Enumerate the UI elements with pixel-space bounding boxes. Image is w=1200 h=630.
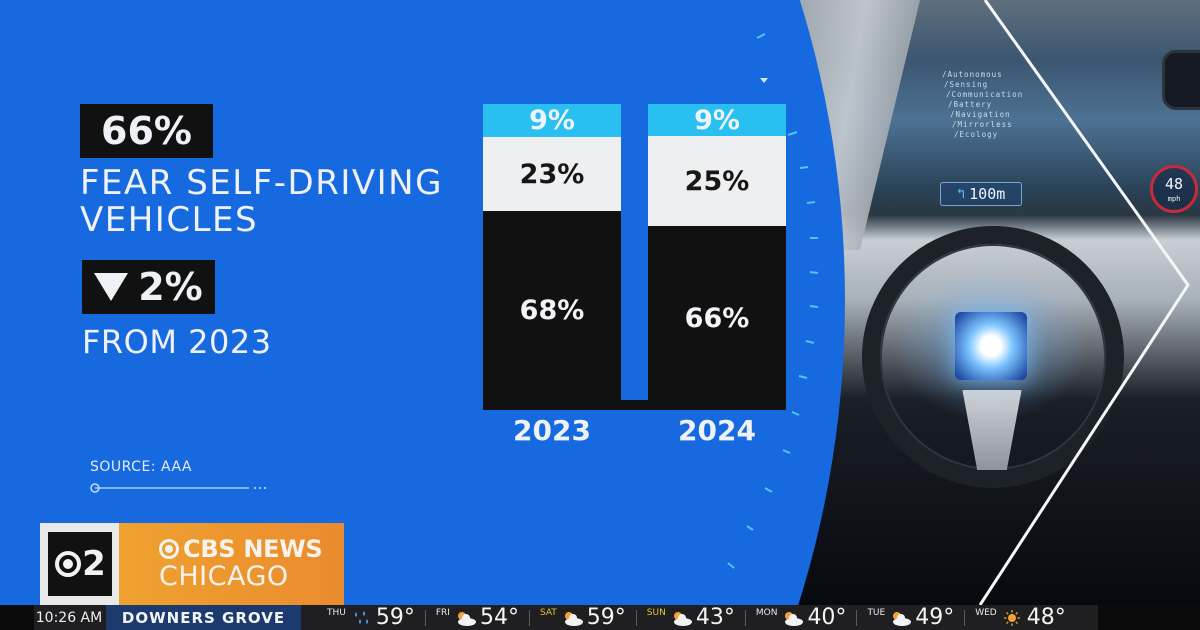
sunny-icon bbox=[1003, 609, 1020, 626]
segment-top: 9% bbox=[648, 104, 786, 136]
hud-line: /Battery bbox=[948, 100, 993, 109]
hud-line: /Ecology bbox=[954, 130, 999, 139]
day-name: MON bbox=[755, 607, 778, 618]
segment-label: 9% bbox=[529, 105, 575, 136]
day-name: FRI bbox=[435, 607, 450, 618]
bar-2024: 9% 25% 66% bbox=[648, 104, 786, 410]
down-triangle-icon bbox=[94, 273, 129, 301]
day-temp: 49° bbox=[915, 604, 955, 630]
day-name: SAT bbox=[539, 607, 557, 618]
ticker-time: 10:26 AM bbox=[35, 609, 103, 626]
hud-line: /Navigation bbox=[950, 110, 1011, 119]
weather-ticker: 10:26 AM DOWNERS GROVE THU 59° FRI 54° S… bbox=[0, 605, 1200, 630]
forecast-day: SAT 59° bbox=[530, 604, 637, 630]
segment-label: 68% bbox=[519, 295, 585, 326]
hud-line: /Communication bbox=[946, 90, 1024, 99]
partly-cloudy-icon bbox=[893, 611, 912, 626]
hud-feature-list: /Autonomous /Sensing /Communication /Bat… bbox=[942, 70, 1023, 140]
cbs2-bug: 2 bbox=[40, 523, 119, 605]
brand-block: CBS NEWS CHICAGO bbox=[119, 523, 344, 605]
segment-label: 9% bbox=[694, 104, 740, 136]
x-label-2024: 2024 bbox=[678, 414, 756, 447]
day-temp: 59° bbox=[586, 604, 626, 630]
change-value: 2% bbox=[138, 265, 203, 309]
hud-line: /Autonomous bbox=[942, 70, 1003, 79]
day-temp: 43° bbox=[695, 604, 735, 630]
forecast-day: WED 48° bbox=[965, 604, 1076, 630]
chart-baseline bbox=[483, 400, 786, 410]
segment-afraid: 66% bbox=[648, 226, 786, 410]
ticker-cap bbox=[0, 605, 34, 630]
segment-label: 25% bbox=[684, 165, 750, 197]
partly-cloudy-icon bbox=[785, 611, 804, 626]
hud-speedometer: 48 mph bbox=[1150, 165, 1198, 213]
partly-cloudy-icon bbox=[564, 611, 583, 626]
change-label: FROM 2023 bbox=[82, 323, 272, 361]
ticker-tail bbox=[1097, 605, 1200, 630]
hud-distance-value: 100m bbox=[969, 185, 1006, 203]
segment-label: 66% bbox=[684, 302, 750, 334]
forecast-day: SUN 43° bbox=[637, 604, 746, 630]
day-name: TUE bbox=[867, 607, 886, 618]
hud-distance: ↰ 100m bbox=[940, 182, 1022, 206]
segment-top: 9% bbox=[483, 104, 621, 137]
forecast-day: MON 40° bbox=[746, 604, 858, 630]
day-temp: 59° bbox=[375, 604, 415, 630]
forecast-day: TUE 49° bbox=[857, 604, 966, 630]
day-temp: 40° bbox=[807, 604, 847, 630]
day-temp: 48° bbox=[1026, 604, 1066, 630]
cbs-eye-icon bbox=[55, 551, 82, 577]
bar-2023: 9% 23% 68% bbox=[483, 104, 621, 410]
hud-speed-value: 48 bbox=[1164, 175, 1184, 193]
source-underline-decoration bbox=[90, 483, 266, 493]
day-temp: 54° bbox=[479, 604, 519, 630]
hud-speed-unit: mph bbox=[1167, 195, 1181, 203]
partly-cloudy-icon bbox=[673, 611, 692, 626]
brand-line-2: CHICAGO bbox=[159, 561, 289, 592]
day-name: WED bbox=[975, 607, 997, 618]
headline-text: FEAR SELF-DRIVING VEHICLES bbox=[80, 165, 443, 239]
station-logo: 2 CBS NEWS CHICAGO bbox=[40, 523, 344, 605]
forecast-strip: THU 59° FRI 54° SAT 59° SUN bbox=[317, 604, 1076, 630]
ai-network-glow-icon bbox=[955, 312, 1027, 380]
rearview-mirror bbox=[1162, 50, 1200, 110]
ticker-location: DOWNERS GROVE bbox=[106, 605, 301, 630]
partly-cloudy-icon bbox=[457, 611, 476, 626]
segment-middle: 25% bbox=[648, 136, 786, 226]
day-name: SUN bbox=[646, 607, 666, 618]
rain-icon bbox=[354, 610, 368, 624]
hud-line: /Sensing bbox=[944, 80, 989, 89]
day-name: THU bbox=[327, 607, 346, 618]
x-label-2023: 2023 bbox=[513, 414, 591, 447]
forecast-day: THU 59° bbox=[317, 604, 426, 630]
segment-middle: 23% bbox=[483, 137, 621, 211]
headline-stat: 66% bbox=[101, 109, 192, 153]
channel-number: 2 bbox=[82, 544, 106, 584]
cbs-eye-icon bbox=[159, 539, 179, 559]
forecast-day: FRI 54° bbox=[426, 604, 530, 630]
segment-afraid: 68% bbox=[483, 211, 621, 410]
stacked-bar-chart: 9% 23% 68% 9% 25% 66% bbox=[483, 104, 786, 410]
turn-left-arrow-icon: ↰ bbox=[956, 186, 966, 202]
source-label: SOURCE: AAA bbox=[90, 459, 192, 475]
headline-stat-box: 66% bbox=[80, 104, 213, 158]
headline-line-2: VEHICLES bbox=[80, 200, 259, 240]
headline-line-1: FEAR SELF-DRIVING bbox=[80, 163, 443, 203]
brand-line-1: CBS NEWS bbox=[183, 535, 323, 563]
segment-label: 23% bbox=[519, 158, 585, 190]
hud-line: /Mirrorless bbox=[952, 120, 1013, 129]
change-box: 2% bbox=[82, 260, 215, 314]
